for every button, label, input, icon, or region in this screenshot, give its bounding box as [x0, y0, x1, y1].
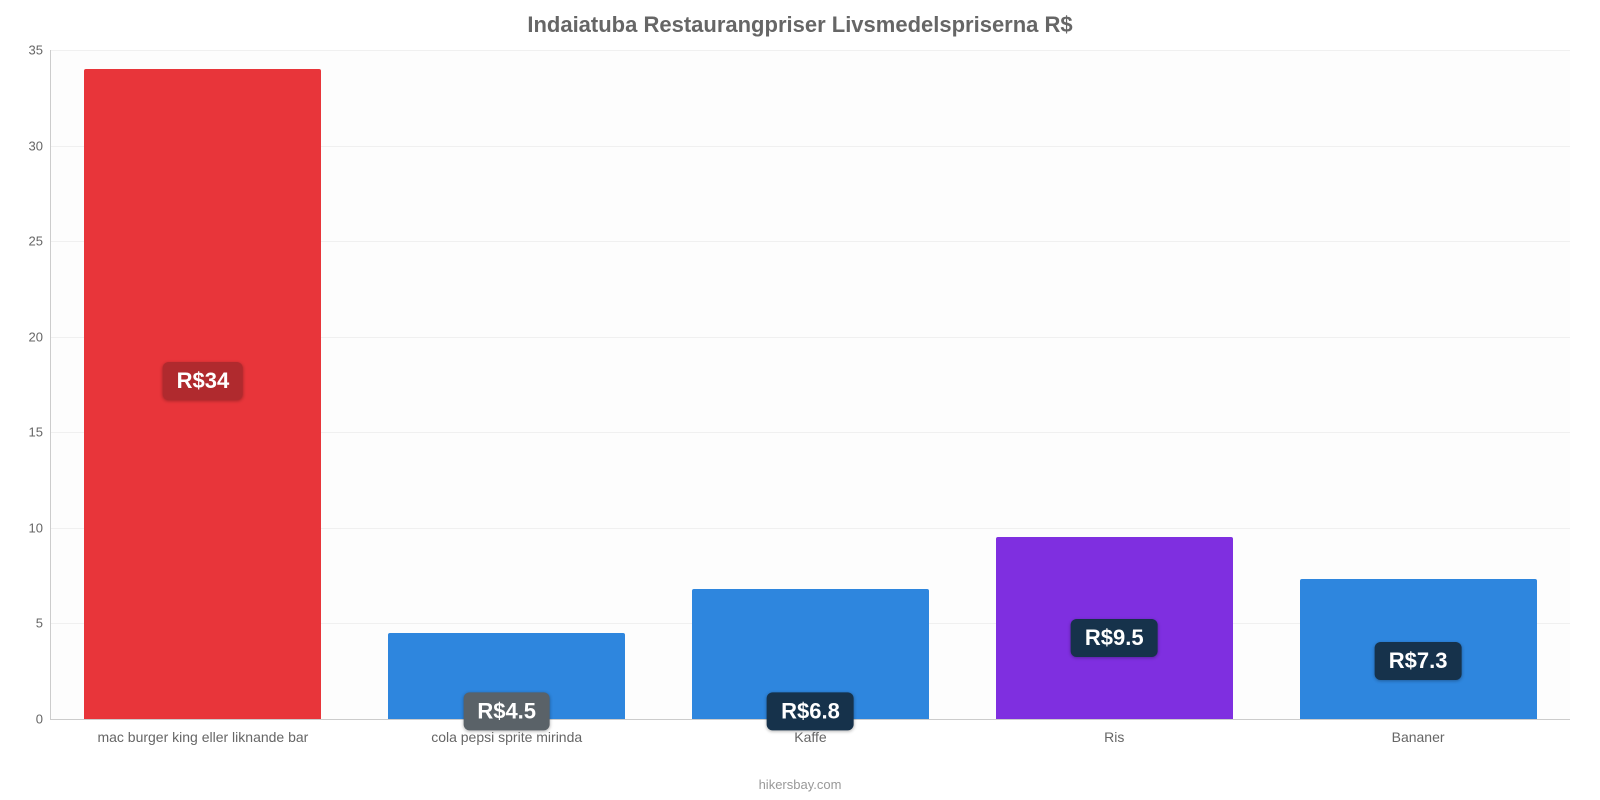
chart-source: hikersbay.com	[0, 777, 1600, 792]
plot-area: 05101520253035 R$34mac burger king eller…	[50, 50, 1570, 720]
y-tick-label: 35	[29, 43, 51, 58]
y-tick-label: 10	[29, 520, 51, 535]
bar: R$34	[84, 69, 321, 719]
value-badge: R$9.5	[1071, 619, 1158, 657]
chart-title: Indaiatuba Restaurangpriser Livsmedelspr…	[0, 12, 1600, 38]
bar-slot: R$6.8Kaffe	[659, 50, 963, 719]
bar: R$6.8	[692, 589, 929, 719]
x-tick-label: mac burger king eller liknande bar	[97, 719, 308, 745]
x-tick-label: Bananer	[1392, 719, 1445, 745]
value-badge: R$7.3	[1375, 642, 1462, 680]
y-tick-label: 20	[29, 329, 51, 344]
y-tick-label: 0	[36, 712, 51, 727]
bar: R$4.5	[388, 633, 625, 719]
bar: R$7.3	[1300, 579, 1537, 719]
bar-slot: R$34mac burger king eller liknande bar	[51, 50, 355, 719]
value-badge: R$34	[163, 362, 244, 400]
bar-slot: R$9.5Ris	[962, 50, 1266, 719]
bar: R$9.5	[996, 537, 1233, 719]
y-tick-label: 15	[29, 425, 51, 440]
y-tick-label: 30	[29, 138, 51, 153]
bars-row: R$34mac burger king eller liknande barR$…	[51, 50, 1570, 719]
x-tick-label: cola pepsi sprite mirinda	[431, 719, 582, 745]
x-tick-label: Kaffe	[794, 719, 826, 745]
x-tick-label: Ris	[1104, 719, 1124, 745]
bar-slot: R$4.5cola pepsi sprite mirinda	[355, 50, 659, 719]
price-bar-chart: Indaiatuba Restaurangpriser Livsmedelspr…	[0, 0, 1600, 800]
y-tick-label: 5	[36, 616, 51, 631]
bar-slot: R$7.3Bananer	[1266, 50, 1570, 719]
y-tick-label: 25	[29, 234, 51, 249]
